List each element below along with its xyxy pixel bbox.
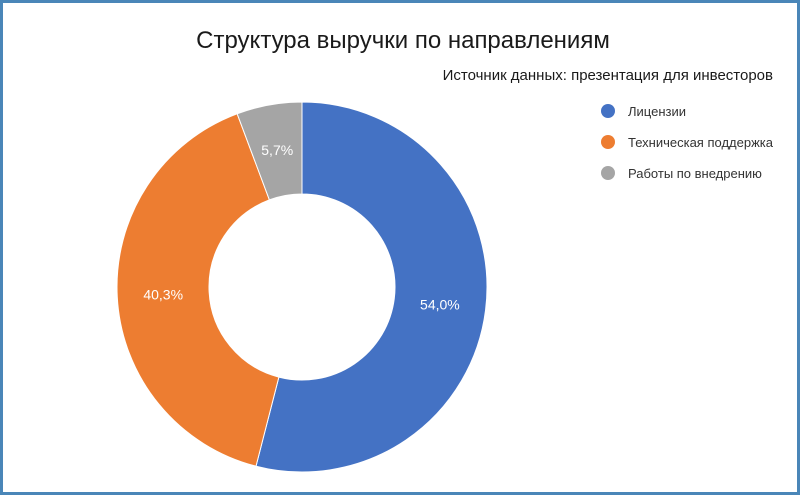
legend-swatch-licenses [601, 104, 615, 118]
slice-label-support: 40,3% [143, 286, 183, 302]
legend-label-support: Техническая поддержка [628, 134, 773, 150]
legend-label-licenses: Лицензии [628, 103, 686, 119]
chart-legend: Лицензии Техническая поддержка Работы по… [601, 103, 773, 196]
slice-licenses [255, 101, 488, 473]
chart-slices [116, 101, 488, 473]
legend-swatch-support [601, 135, 615, 149]
donut-chart: 54,0% 40,3% 5,7% [116, 101, 488, 473]
legend-swatch-implementation [601, 166, 615, 180]
legend-item-support: Техническая поддержка [601, 134, 773, 150]
chart-title: Структура выручки по направлениям [196, 27, 610, 54]
legend-label-implementation: Работы по внедрению [628, 165, 762, 181]
chart-subtitle: Источник данных: презентация для инвесто… [442, 67, 773, 84]
slice-label-licenses: 54,0% [420, 296, 460, 312]
legend-item-licenses: Лицензии [601, 103, 773, 119]
slice-support [116, 113, 280, 467]
slice-implementation [236, 101, 303, 201]
chart-slice-labels: 54,0% 40,3% 5,7% [143, 142, 459, 312]
slice-label-implementation: 5,7% [261, 142, 293, 158]
legend-item-implementation: Работы по внедрению [601, 165, 773, 181]
